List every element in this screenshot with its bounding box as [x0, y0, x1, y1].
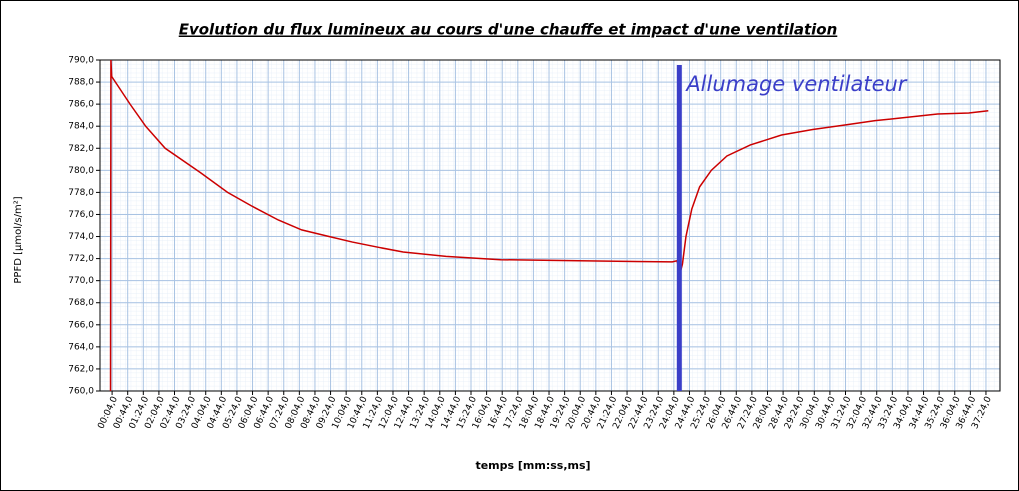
y-tick-label: 788,0: [68, 78, 94, 88]
y-tick-label: 768,0: [68, 298, 94, 308]
y-tick-label: 784,0: [68, 122, 94, 132]
y-axis-label: PPFD [µmol/s/m²]: [13, 196, 24, 283]
y-tick-label: 778,0: [68, 188, 94, 198]
y-tick-label: 790,0: [68, 56, 94, 66]
y-tick-label: 776,0: [68, 210, 94, 220]
y-tick-label: 770,0: [68, 276, 94, 286]
y-tick-label: 760,0: [68, 387, 94, 397]
y-tick-label: 766,0: [68, 320, 94, 330]
x-axis-label: temps [mm:ss,ms]: [475, 459, 590, 472]
y-tick-label: 764,0: [68, 342, 94, 352]
annotation-text: Allumage ventilateur: [684, 72, 907, 96]
plot-background: [100, 60, 1000, 391]
data-line: [109, 59, 989, 392]
y-tick-label: 762,0: [68, 364, 94, 374]
y-tick-label: 774,0: [68, 232, 94, 242]
y-tick-label: 782,0: [68, 144, 94, 154]
y-tick-label: 772,0: [68, 254, 94, 264]
y-tick-label: 786,0: [68, 100, 94, 110]
plot-border: [99, 59, 1001, 392]
y-tick-label: 780,0: [68, 166, 94, 176]
chart-title: Evolution du flux lumineux au cours d'un…: [179, 21, 838, 39]
